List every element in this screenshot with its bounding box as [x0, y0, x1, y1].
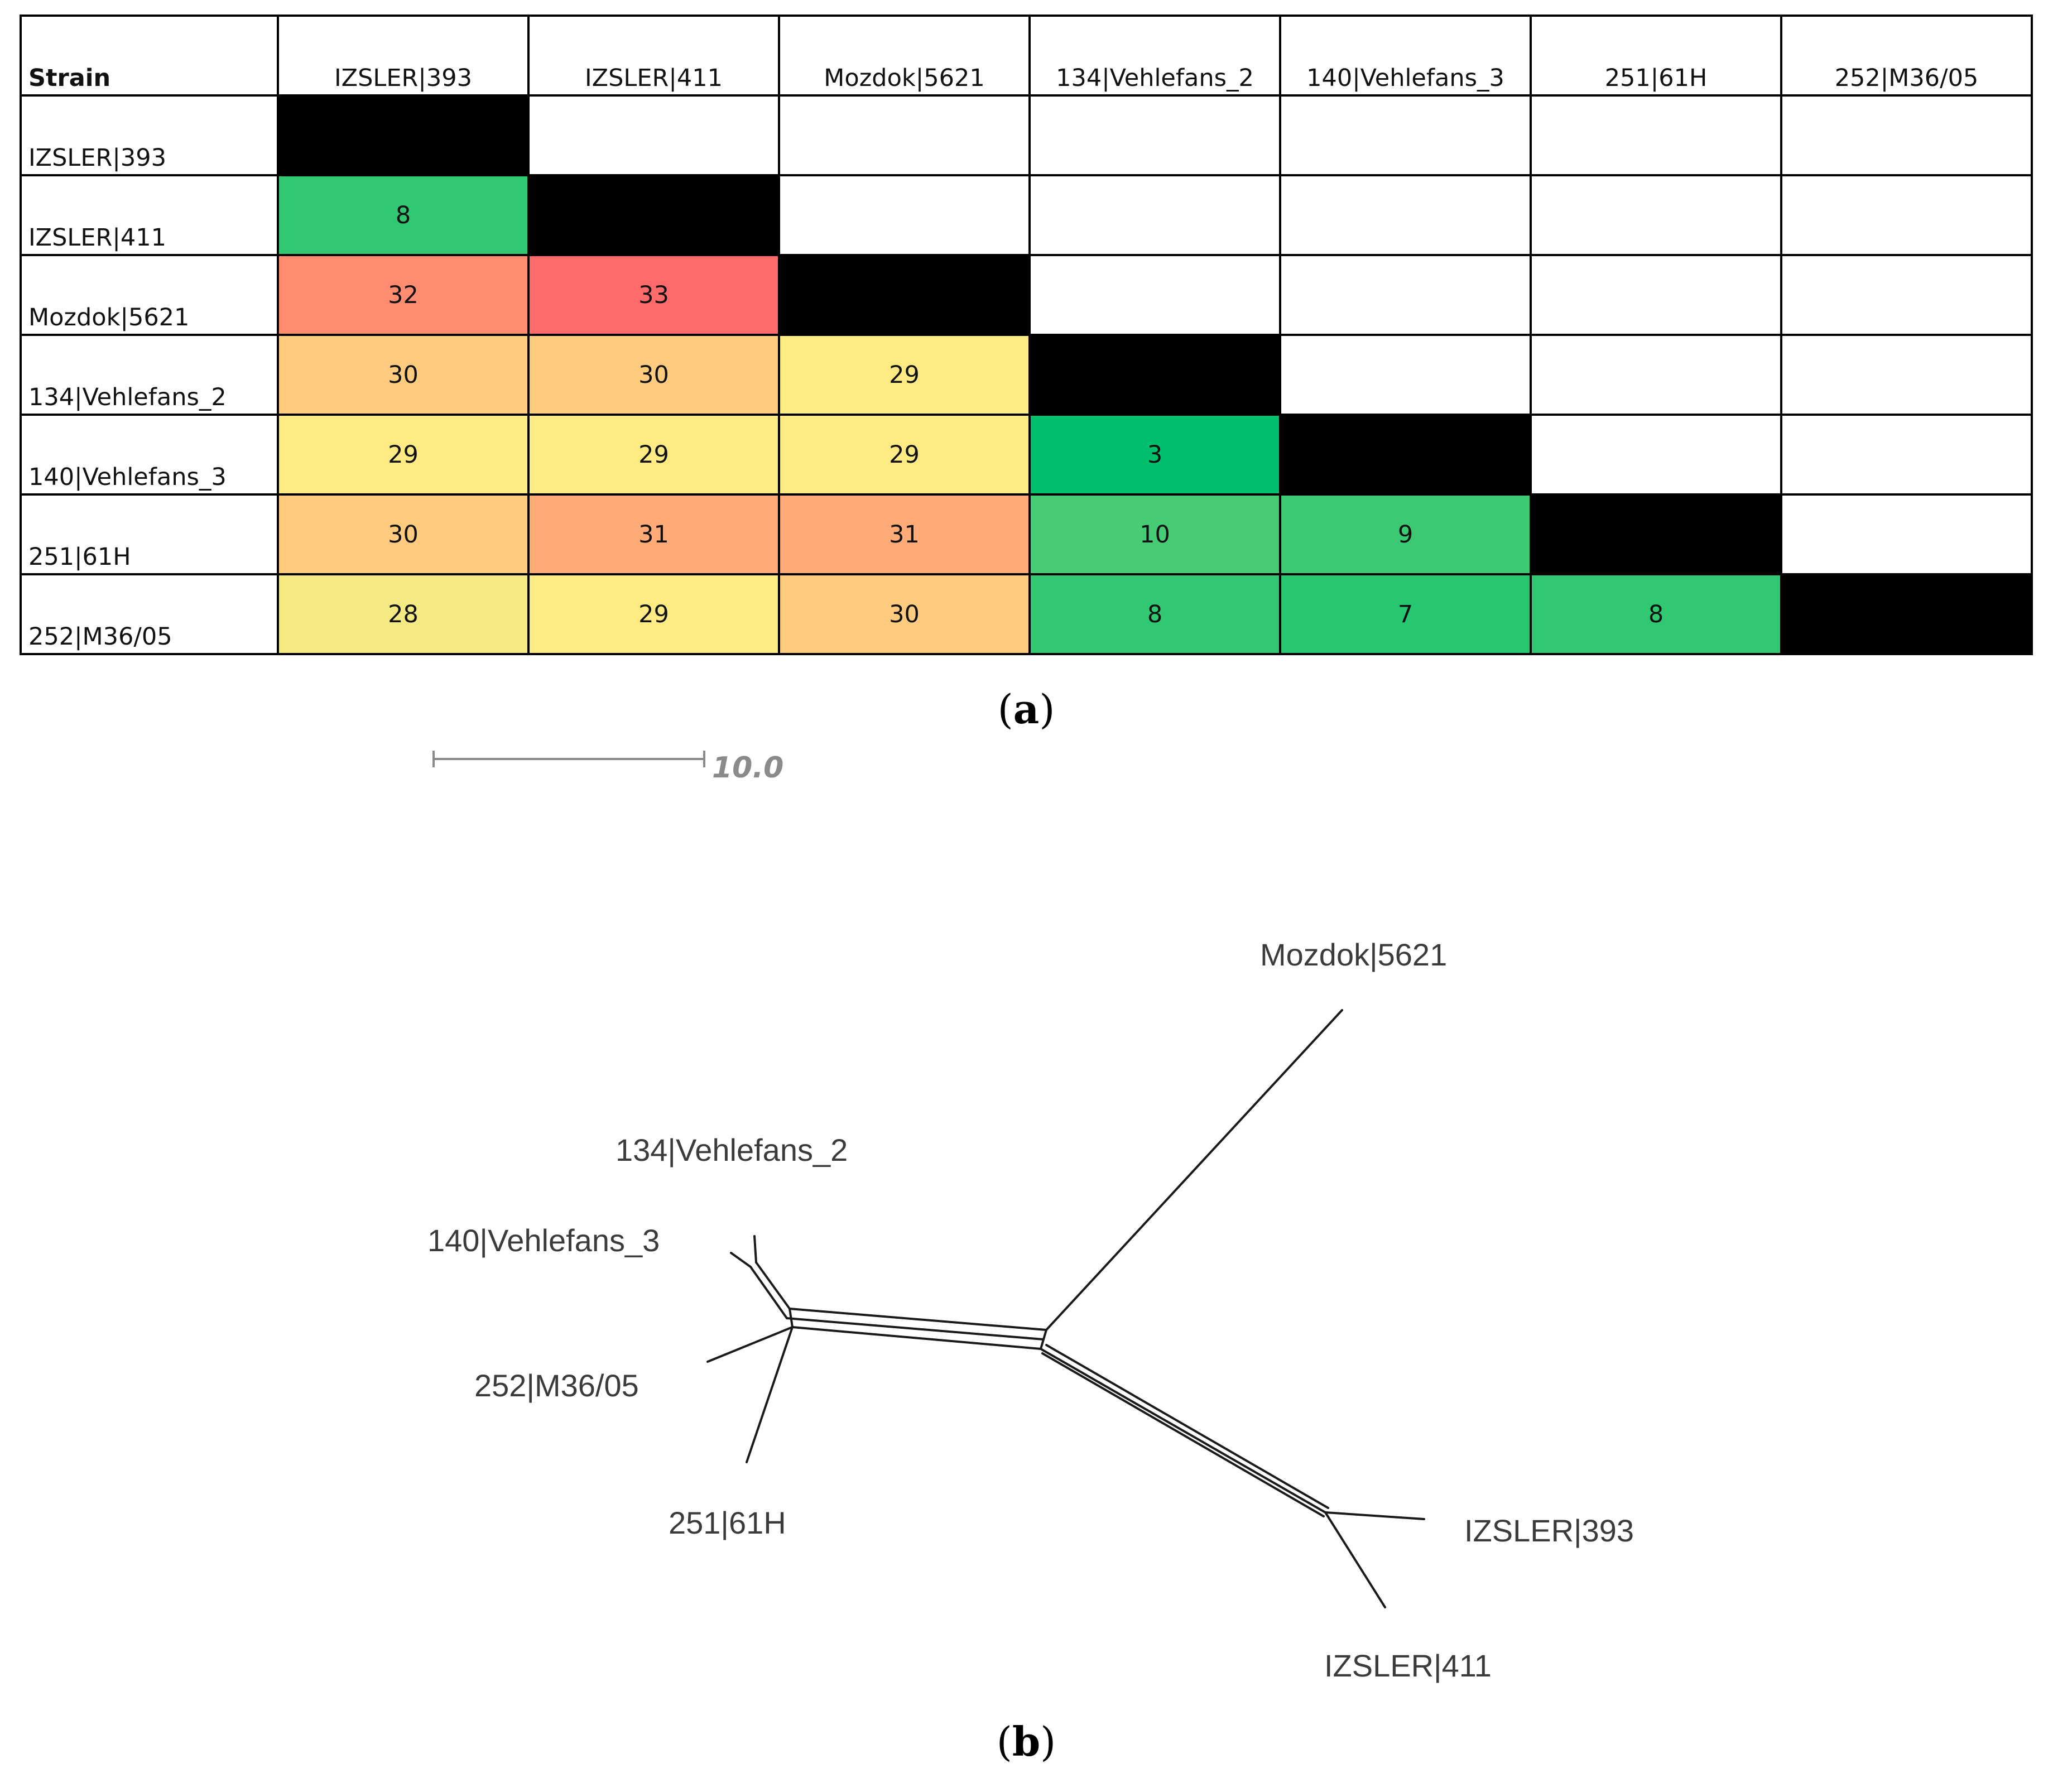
row-header-140-vehlefans-3: 140|Vehlefans_3	[20, 414, 279, 496]
distance-cell: 10	[1028, 493, 1281, 575]
empty-cell	[1530, 94, 1782, 176]
empty-cell	[1780, 254, 2033, 336]
distance-cell: 30	[277, 493, 530, 575]
empty-cell	[1028, 254, 1281, 336]
empty-cell	[1028, 94, 1281, 176]
diagonal-cell	[527, 174, 780, 256]
empty-cell	[1530, 174, 1782, 256]
empty-cell	[1279, 254, 1532, 336]
diagonal-cell	[1530, 493, 1782, 575]
distance-cell: 29	[527, 414, 780, 496]
diagonal-cell	[1780, 573, 2033, 655]
matrix-row: Mozdok|5621 32 33	[20, 254, 2033, 336]
row-header-252-m36-05: 252|M36/05	[20, 573, 279, 655]
empty-cell	[527, 94, 780, 176]
diagonal-cell	[1279, 414, 1532, 496]
column-header-251-61h: 251|61H	[1530, 15, 1782, 97]
distance-cell: 9	[1279, 493, 1532, 575]
row-header-mozdok-5621: Mozdok|5621	[20, 254, 279, 336]
empty-cell	[1530, 414, 1782, 496]
distance-matrix: Strain IZSLER|393 IZSLER|411 Mozdok|5621 134…	[20, 15, 2033, 655]
matrix-row: 252|M36/05 28 29 30 8 7 8	[20, 573, 2033, 655]
empty-cell	[1530, 254, 1782, 336]
distance-cell: 30	[778, 573, 1031, 655]
column-header-252-m36-05: 252|M36/05	[1780, 15, 2033, 97]
label-140-vehlefans-3: 140|Vehlefans_3	[427, 1223, 660, 1258]
scale-bar-label: 10.0	[712, 751, 783, 785]
distance-cell: 7	[1279, 573, 1532, 655]
empty-cell	[1780, 493, 2033, 575]
distance-cell: 29	[778, 414, 1031, 496]
column-header-izsler-411: IZSLER|411	[527, 15, 780, 97]
distance-cell: 3	[1028, 414, 1281, 496]
scale-bar	[432, 751, 705, 767]
matrix-row: 134|Vehlefans_2 30 30 29	[20, 334, 2033, 416]
matrix-row: IZSLER|411 8	[20, 174, 2033, 256]
label-izsler-393: IZSLER|393	[1464, 1513, 1634, 1548]
matrix-row: 140|Vehlefans_3 29 29 29 3	[20, 414, 2033, 496]
distance-cell: 32	[277, 254, 530, 336]
column-header-140-vehlefans-3: 140|Vehlefans_3	[1279, 15, 1532, 97]
distance-cell: 8	[277, 174, 530, 256]
diagonal-cell	[1028, 334, 1281, 416]
row-header-251-61h: 251|61H	[20, 493, 279, 575]
diagonal-cell	[778, 254, 1031, 336]
label-134-vehlefans-2: 134|Vehlefans_2	[616, 1132, 848, 1168]
column-header-134-vehlefans-2: 134|Vehlefans_2	[1028, 15, 1281, 97]
distance-cell: 29	[527, 573, 780, 655]
diagonal-cell	[277, 94, 530, 176]
label-252-m36-05: 252|M36/05	[474, 1368, 639, 1403]
distance-cell: 8	[1028, 573, 1281, 655]
network-edges	[706, 1009, 1425, 1608]
distance-cell: 28	[277, 573, 530, 655]
label-izsler-411: IZSLER|411	[1324, 1648, 1492, 1683]
empty-cell	[778, 94, 1031, 176]
empty-cell	[1279, 94, 1532, 176]
panel-a-caption: (a)	[997, 685, 1055, 733]
empty-cell	[1279, 334, 1532, 416]
matrix-row: 251|61H 30 31 31 10 9	[20, 493, 2033, 575]
distance-cell: 31	[778, 493, 1031, 575]
row-header-134-vehlefans-2: 134|Vehlefans_2	[20, 334, 279, 416]
empty-cell	[1530, 334, 1782, 416]
empty-cell	[1780, 94, 2033, 176]
distance-cell: 8	[1530, 573, 1782, 655]
matrix-corner-label: Strain	[20, 15, 279, 97]
empty-cell	[1780, 334, 2033, 416]
label-mozdok-5621: Mozdok|5621	[1260, 937, 1447, 972]
distance-cell: 30	[277, 334, 530, 416]
row-header-izsler-411: IZSLER|411	[20, 174, 279, 256]
matrix-header-row: Strain IZSLER|393 IZSLER|411 Mozdok|5621 134…	[20, 15, 2033, 97]
column-header-mozdok-5621: Mozdok|5621	[778, 15, 1031, 97]
distance-cell: 29	[778, 334, 1031, 416]
empty-cell	[1780, 174, 2033, 256]
row-header-izsler-393: IZSLER|393	[20, 94, 279, 176]
distance-cell: 33	[527, 254, 780, 336]
distance-cell: 29	[277, 414, 530, 496]
distance-cell: 30	[527, 334, 780, 416]
empty-cell	[1028, 174, 1281, 256]
empty-cell	[1279, 174, 1532, 256]
matrix-row: IZSLER|393	[20, 94, 2033, 176]
distance-cell: 31	[527, 493, 780, 575]
empty-cell	[778, 174, 1031, 256]
empty-cell	[1780, 414, 2033, 496]
label-251-61h: 251|61H	[669, 1505, 786, 1540]
column-header-izsler-393: IZSLER|393	[277, 15, 530, 97]
panel-b-caption: (b)	[996, 1718, 1056, 1765]
